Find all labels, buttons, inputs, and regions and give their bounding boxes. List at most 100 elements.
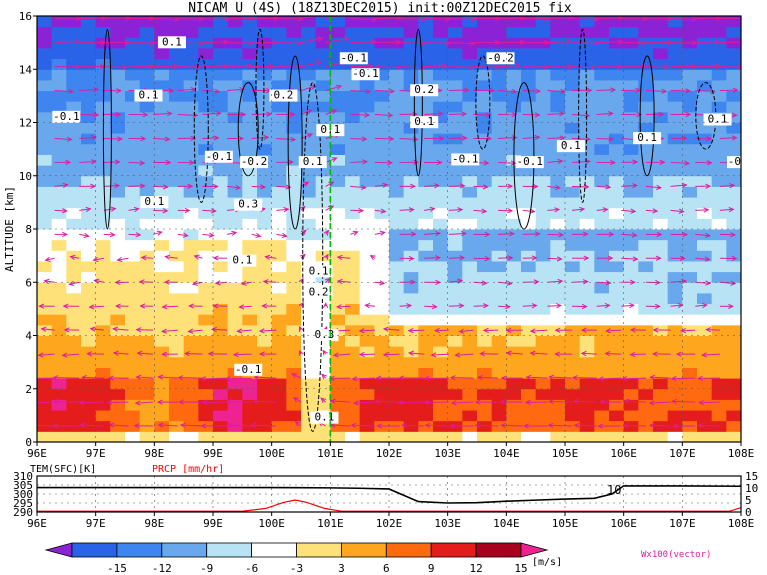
field-cell — [66, 410, 82, 422]
field-cell — [125, 420, 141, 432]
field-cell — [315, 378, 331, 390]
field-cell — [345, 388, 361, 400]
wind-vector — [153, 185, 168, 188]
field-cell — [579, 47, 595, 60]
wind-vector-head — [370, 39, 377, 45]
field-cell — [565, 122, 581, 134]
field-cell — [711, 229, 727, 241]
wind-vector-head — [436, 159, 443, 166]
field-cell — [638, 356, 654, 368]
field-cell — [110, 420, 126, 432]
field-cell — [242, 378, 258, 390]
field-cell — [95, 346, 111, 358]
field-cell — [609, 239, 625, 251]
wind-vector-head — [37, 352, 44, 358]
wind-vector-head — [320, 397, 327, 403]
field-cell — [491, 399, 507, 411]
wind-vector-head — [649, 374, 656, 380]
wind-vector-head — [236, 328, 243, 334]
field-cell — [711, 303, 727, 315]
field-cell — [345, 229, 361, 241]
wind-vector-head — [730, 232, 737, 238]
field-cell — [125, 218, 141, 230]
field-cell — [198, 26, 214, 38]
field-cell — [374, 47, 390, 60]
field-cell — [213, 197, 229, 209]
field-cell — [623, 101, 639, 113]
contour-label-bg — [556, 140, 585, 153]
wind-vector-head — [69, 254, 76, 261]
field-cell — [447, 165, 463, 177]
field-cell — [330, 218, 346, 230]
field-cell — [183, 388, 199, 400]
wind-vector — [547, 17, 573, 20]
field-cell — [579, 335, 595, 347]
field-cell — [51, 410, 67, 422]
wind-vector — [596, 185, 611, 188]
field-cell — [433, 314, 449, 326]
field-cell — [491, 90, 507, 102]
field-cell — [169, 154, 185, 166]
field-cell — [726, 26, 741, 38]
field-cell — [81, 175, 97, 187]
wind-vector-head — [85, 206, 92, 213]
field-cell — [697, 324, 713, 336]
field-cell — [477, 292, 493, 305]
field-cell — [66, 69, 82, 81]
field-cell — [418, 399, 434, 411]
field-cell — [565, 335, 581, 347]
field-cell — [403, 218, 419, 230]
field-cell — [535, 356, 551, 368]
wind-vector-head — [374, 398, 381, 405]
field-cell — [110, 218, 126, 230]
field-cell — [447, 229, 463, 241]
field-cell — [535, 282, 551, 294]
field-cell — [51, 346, 67, 358]
contour-label-bg — [228, 254, 257, 267]
field-cell — [359, 122, 375, 134]
wind-vector-head — [506, 280, 513, 286]
field-cell — [345, 239, 361, 251]
wind-vector — [572, 160, 590, 163]
field-cell — [139, 165, 155, 177]
wind-vector-head — [740, 16, 741, 21]
field-cell — [726, 356, 741, 368]
wind-vector-head — [731, 112, 738, 118]
wind-vector-head — [303, 181, 310, 187]
field-cell — [257, 335, 273, 347]
field-cell — [594, 122, 610, 134]
field-cell — [242, 431, 258, 442]
field-cell — [37, 282, 53, 294]
wind-vector — [549, 376, 573, 379]
field-cell — [242, 79, 258, 92]
wind-vector — [506, 352, 523, 355]
field-cell — [638, 303, 654, 315]
wind-vector — [719, 137, 737, 139]
wind-vector — [265, 256, 277, 259]
field-cell — [506, 101, 522, 113]
contour-label: 0.2 — [309, 286, 329, 299]
field-cell — [653, 303, 669, 315]
field-cell — [506, 207, 522, 219]
field-cell — [477, 335, 493, 347]
field-cell — [286, 218, 302, 230]
wind-vector-head — [190, 135, 197, 141]
field-cell — [227, 101, 243, 113]
wind-vector-head — [252, 398, 259, 405]
field-cell — [139, 101, 155, 113]
wind-vector-head — [106, 399, 113, 406]
field-cell — [711, 175, 727, 187]
wind-vector-head — [133, 423, 140, 429]
field-cell — [169, 282, 185, 294]
field-cell — [477, 431, 493, 442]
field-cell — [330, 250, 346, 262]
field-cell — [521, 335, 537, 347]
wind-vector — [38, 353, 55, 356]
field-cell — [271, 239, 287, 251]
field-cell — [125, 335, 141, 347]
field-cell — [359, 388, 375, 400]
wind-vector — [695, 233, 710, 237]
field-cell — [653, 314, 669, 326]
contour-line — [413, 28, 423, 177]
field-cell — [169, 197, 185, 209]
